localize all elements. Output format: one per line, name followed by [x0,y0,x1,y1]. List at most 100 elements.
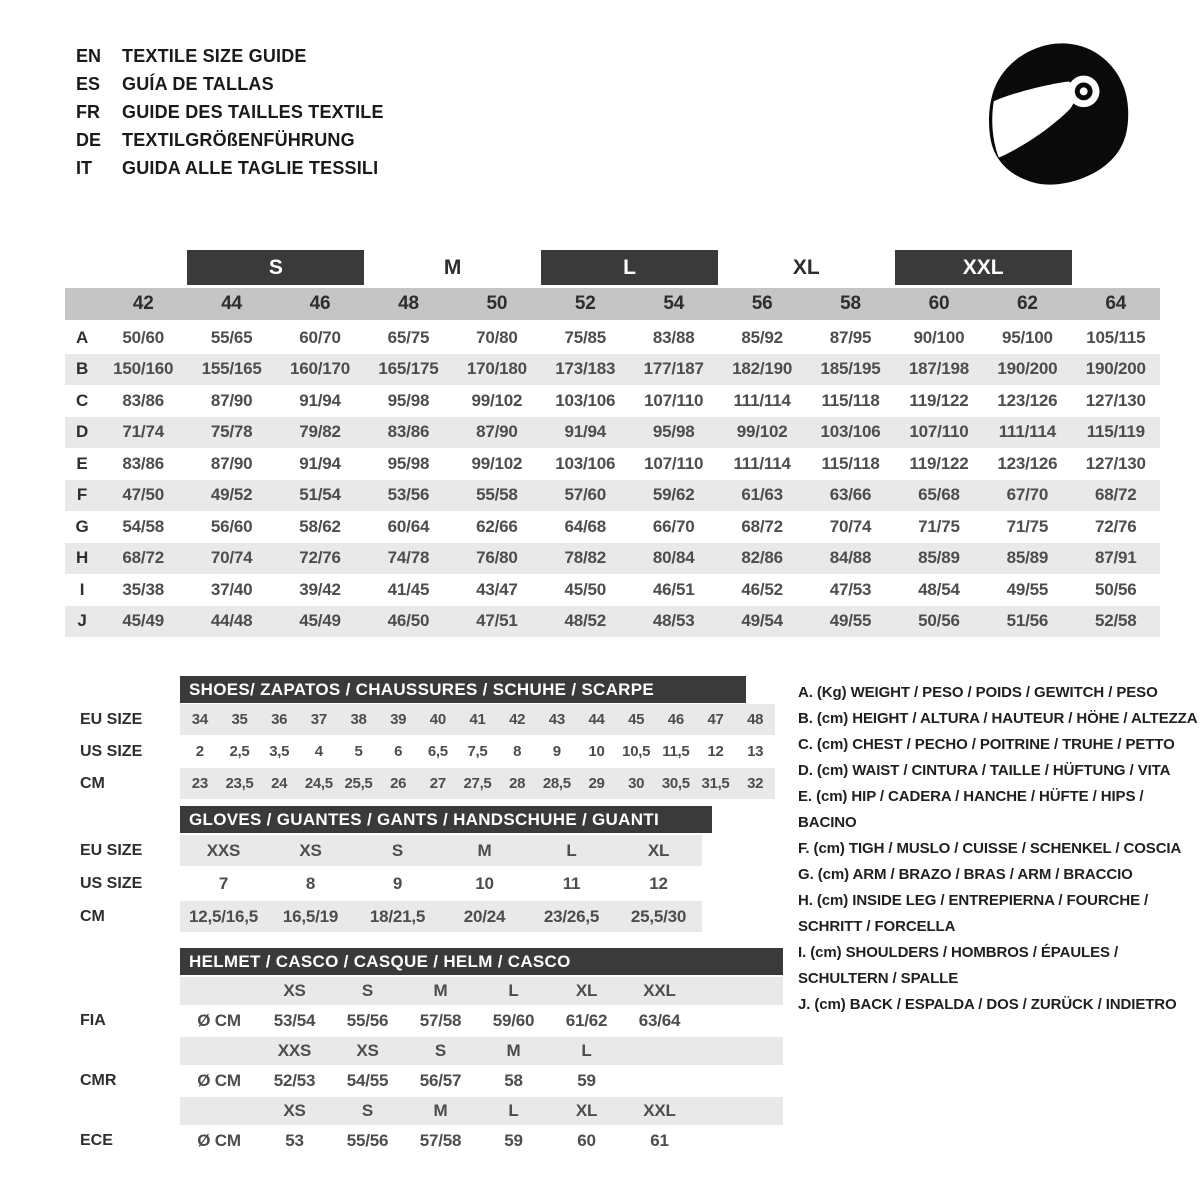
row-header: CM [80,774,105,792]
value-cell: 6,5 [427,743,448,760]
legend-text: WAIST / CINTURA / TAILLE / HÜFTUNG / VIT… [852,762,1171,779]
table-cell: 87/90 [476,422,518,442]
legend-key: D. [798,762,813,779]
table-cell: 47/50 [122,485,164,505]
values-band: 7 8 9 10 11 12 [180,868,702,899]
table-cell: 50/60 [122,327,164,347]
band-spacer [65,250,99,285]
value-cell: 46 [667,711,684,728]
value-cell: 10,5 [622,743,651,760]
legend-text: BACK / ESPALDA / DOS / ZURÜCK / INDIETRO [849,996,1177,1013]
value-cell: XXS [206,840,241,860]
numeric-size: 52 [574,293,596,314]
legend-text: ARM / BRAZO / BRAS / ARM / BRACCIO [852,866,1133,883]
table-cell: 91/94 [299,390,341,410]
helmet-value-cell: 52/53 [273,1071,316,1090]
table-cell: 103/106 [555,390,616,410]
value-cell: 36 [271,711,288,728]
value-cell: 2,5 [229,743,250,760]
shoes-header-bar: SHOES/ ZAPATOS / CHAUSSURES / SCHUHE / S… [180,676,746,703]
table-cell: 57/60 [564,485,607,505]
table-cell: 165/175 [378,359,439,379]
value-cell: 23 [191,775,208,792]
language-title: TEXTILGRÖßENFÜHRUNG [122,129,355,150]
value-cell: 5 [354,743,363,760]
size-band-row: S M L XL XXL [65,250,1160,285]
legend-unit: (cm) [813,840,845,857]
value-cell: 43 [548,711,565,728]
row-label: E [76,453,88,473]
table-cell: 91/94 [564,422,607,442]
value-cell: 44 [588,711,605,728]
table-cell: 99/102 [471,453,523,473]
table-cell: 46/52 [741,579,783,599]
table-cell: 41/45 [387,579,430,599]
numeric-size-row: 42 44 46 48 50 52 54 56 58 60 62 64 [65,288,1160,320]
value-cell: 34 [191,711,208,728]
value-cell: 9 [552,743,561,760]
values-band: 23 23,5 24 24,5 25,5 26 27 27,5 28 28,5 29 30 30,5 31… [180,768,775,799]
standard-label: CMR [80,1072,117,1089]
table-cell: 44/48 [210,611,253,631]
table-cell: 182/190 [732,359,793,379]
table-cell: 61/63 [741,485,783,505]
value-cell: 11,5 [662,743,690,760]
legend-key: J. [798,996,811,1013]
table-cell: 39/42 [299,579,341,599]
helmet-value-cell: 53/54 [273,1011,316,1030]
table-cell: 115/118 [821,390,880,410]
language-row: DE TEXTILGRÖßENFÜHRUNG [76,126,384,154]
table-cell: 84/88 [829,548,872,568]
table-cell: 85/89 [918,548,960,568]
legend-item: A. (Kg) WEIGHT / PESO / POIDS / GEWITCH … [798,680,1198,706]
value-cell: 23/26,5 [543,906,600,926]
row-label: C [75,390,89,410]
table-row: C 83/86 87/90 91/94 95/98 99/102 103/106 107/11… [65,385,1160,417]
unit-cell: Ø CM [197,1071,241,1090]
table-cell: 62/66 [476,516,518,536]
table-cell: 177/187 [643,359,704,379]
table-cell: 52/58 [1095,611,1137,631]
values-band: Ø CM 53/54 55/56 57/58 59/60 61/62 63/64 [180,1007,783,1035]
row-label: B [75,359,89,379]
row-header: EU SIZE [80,710,143,728]
value-cell: XS [299,840,322,860]
table-cell: 74/78 [387,548,430,568]
helmet-value-cell: 53 [285,1131,304,1150]
row-label: F [76,485,88,505]
table-cell: 83/88 [652,327,695,347]
legend-item: C. (cm) CHEST / PECHO / POITRINE / TRUHE… [798,732,1198,758]
table-cell: 155/165 [201,359,262,379]
table-cell: 83/86 [387,422,430,442]
table-cell: 56/60 [210,516,253,536]
table-cell: 83/86 [122,453,164,473]
value-cell: 28,5 [542,775,571,792]
unit-spacer [180,1037,258,1065]
value-cell: 40 [429,711,446,728]
legend-unit: (cm) [816,892,849,909]
unit-cell: Ø CM [197,1131,241,1150]
value-cell: 11 [562,873,581,893]
helmet-value-cell: 61/62 [565,1011,608,1030]
standard-label: ECE [80,1132,113,1149]
legend-key: C. [798,736,813,753]
table-cell: 111/114 [998,422,1056,442]
table-row: I 35/38 37/40 39/42 41/45 43/47 45/50 46/51 46/5… [65,574,1160,606]
value-cell: 25,5/30 [630,906,687,926]
measurement-legend: A. (Kg) WEIGHT / PESO / POIDS / GEWITCH … [798,680,1198,1018]
table-cell: 66/70 [652,516,695,536]
helmet-size-cell: L [581,1041,592,1060]
legend-unit: (cm) [816,788,848,805]
table-cell: 47/53 [829,579,872,599]
table-cell: 127/130 [1085,390,1146,410]
table-cell: 48/54 [918,579,960,599]
helmet-value-cell: 60 [577,1131,596,1150]
table-cell: 60/64 [387,516,430,536]
helmet-sizes-row: XS S M L XL XXL [65,1097,783,1125]
value-cell: 13 [747,743,764,760]
table-row: D 71/74 75/78 79/82 83/86 87/90 91/94 95/98 99/1… [65,416,1160,448]
table-cell: 85/89 [1006,548,1049,568]
table-cell: 123/126 [997,453,1058,473]
size-band-L: L [541,250,718,285]
language-row: EN TEXTILE SIZE GUIDE [76,42,384,70]
